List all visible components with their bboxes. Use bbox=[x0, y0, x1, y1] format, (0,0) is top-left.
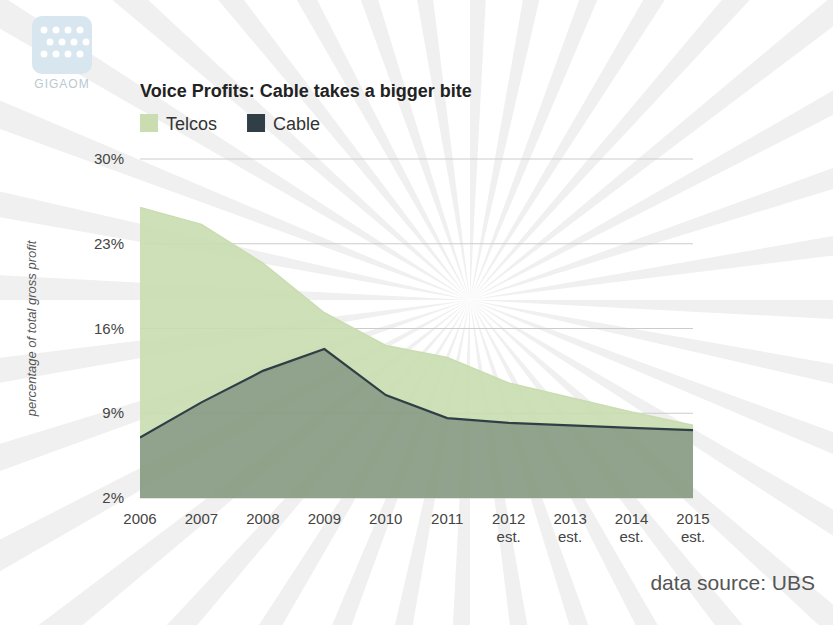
logo-dot bbox=[65, 51, 72, 58]
logo-dot bbox=[83, 39, 90, 46]
y-tick-label: 30% bbox=[94, 150, 124, 167]
logo-dot bbox=[53, 51, 60, 58]
legend-swatch bbox=[247, 114, 265, 132]
logo-box bbox=[32, 16, 92, 74]
x-tick-label: 2007 bbox=[185, 510, 218, 527]
y-tick-label: 2% bbox=[102, 489, 124, 506]
logo-dot bbox=[59, 39, 66, 46]
x-tick-label: 2011 bbox=[431, 510, 463, 527]
logo-dot bbox=[77, 51, 84, 58]
y-axis-title: percentage of total gross profit bbox=[24, 239, 39, 417]
y-tick-label: 9% bbox=[102, 404, 124, 421]
logo: GIGAOM bbox=[32, 16, 92, 91]
x-tick-label: 2010 bbox=[369, 510, 402, 527]
x-tick-label: 2006 bbox=[123, 510, 156, 527]
legend-label: Cable bbox=[273, 114, 320, 134]
ray bbox=[314, 0, 470, 300]
grid bbox=[140, 159, 693, 498]
legend-swatch bbox=[140, 114, 158, 132]
x-tick-label: 2012est. bbox=[492, 510, 525, 545]
logo-dot bbox=[65, 27, 72, 34]
line bbox=[140, 349, 693, 437]
legend-item: Cable bbox=[247, 114, 320, 134]
x-tick-label: 2009 bbox=[308, 510, 341, 527]
rays bbox=[0, 0, 833, 625]
grid-line bbox=[140, 159, 693, 160]
source: data source: UBS bbox=[650, 571, 815, 594]
title: Voice Profits: Cable takes a bigger bite bbox=[140, 81, 472, 101]
logo-dot bbox=[41, 51, 48, 58]
plot-data bbox=[140, 207, 693, 498]
x-tick-label: 2008 bbox=[246, 510, 279, 527]
logo-dot bbox=[41, 27, 48, 34]
logo-dot bbox=[53, 27, 60, 34]
logo-text: GIGAOM bbox=[34, 77, 89, 91]
x-tick-label: 2014est. bbox=[615, 510, 648, 545]
area bbox=[140, 207, 693, 498]
legend-label: Telcos bbox=[166, 114, 217, 134]
logo-dot bbox=[47, 39, 54, 46]
area bbox=[140, 349, 693, 498]
y-tick-label: 16% bbox=[94, 320, 124, 337]
x-tick-label: 2013est. bbox=[553, 510, 586, 545]
legend-item: Telcos bbox=[140, 114, 217, 134]
chart: GIGAOM Voice Profits: Cable takes a bigge… bbox=[0, 0, 833, 625]
ray bbox=[470, 144, 833, 300]
x-tick-label: 2015est. bbox=[676, 510, 709, 545]
logo-dot bbox=[71, 39, 78, 46]
y-tick-label: 23% bbox=[94, 235, 124, 252]
logo-dot bbox=[77, 27, 84, 34]
